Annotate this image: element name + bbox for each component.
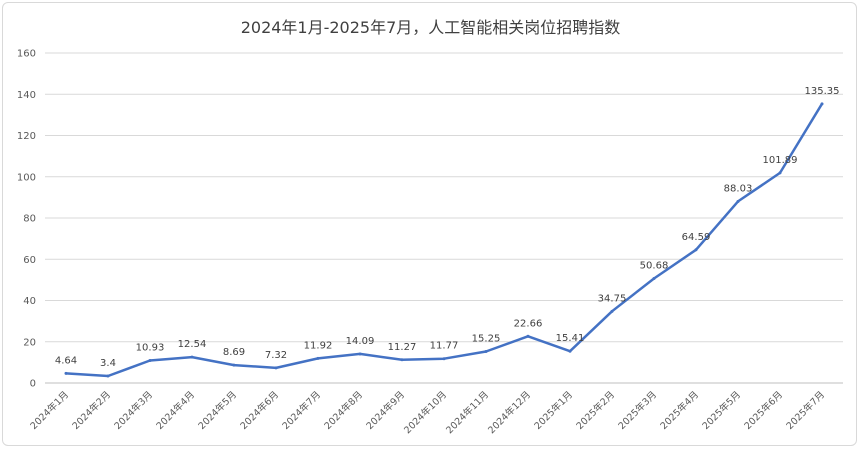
data-label: 15.41: [556, 333, 585, 344]
data-point: [778, 171, 782, 175]
gridlines: [45, 52, 843, 384]
x-tick-label: 2024年1月: [28, 389, 71, 432]
data-label: 4.64: [55, 355, 77, 366]
data-point: [106, 374, 110, 378]
x-tick-label: 2024年6月: [238, 389, 281, 432]
data-point: [694, 248, 698, 252]
data-labels: 4.64 3.4 10.93 12.54 8.69 7.32 11.92 14.09 11.27…: [55, 86, 840, 369]
data-label: 34.75: [598, 293, 627, 304]
x-tick-label: 2025年7月: [784, 389, 827, 432]
data-point: [484, 350, 488, 354]
data-label: 8.69: [223, 347, 245, 358]
x-tick-label: 2024年3月: [112, 389, 155, 432]
y-axis: 0 20 40 60 80 100 120 140 160: [17, 49, 36, 390]
data-label: 7.32: [265, 350, 287, 361]
y-tick-label: 40: [23, 296, 36, 307]
data-point: [526, 334, 530, 338]
data-label: 11.27: [388, 342, 417, 353]
data-point: [568, 349, 572, 353]
y-tick-label: 140: [17, 90, 36, 101]
data-label: 22.66: [514, 318, 543, 329]
data-point: [736, 199, 740, 203]
data-point: [316, 356, 320, 360]
data-point: [820, 102, 824, 106]
x-tick-label: 2025年5月: [700, 389, 743, 432]
y-tick-label: 60: [23, 255, 36, 266]
data-label: 50.68: [640, 260, 669, 271]
x-tick-label: 2025年3月: [616, 389, 659, 432]
data-point: [232, 363, 236, 367]
x-tick-label: 2024年11月: [444, 389, 492, 437]
x-tick-label: 2024年12月: [486, 389, 534, 437]
data-point: [190, 355, 194, 359]
data-label: 11.92: [304, 340, 333, 351]
x-tick-label: 2024年9月: [364, 389, 407, 432]
series-line-group: [64, 102, 824, 378]
data-point: [400, 358, 404, 362]
data-point: [148, 358, 152, 362]
data-label: 11.77: [430, 341, 459, 352]
data-point: [442, 357, 446, 361]
y-tick-label: 120: [17, 131, 36, 142]
y-tick-label: 20: [23, 337, 36, 348]
y-tick-label: 100: [17, 172, 36, 183]
x-tick-label: 2024年8月: [322, 389, 365, 432]
x-axis: 2024年1月 2024年2月 2024年3月 2024年4月 2024年5月 2024年…: [28, 389, 827, 437]
x-tick-label: 2025年6月: [742, 389, 785, 432]
data-label: 135.35: [805, 86, 840, 97]
x-tick-label: 2024年5月: [196, 389, 239, 432]
x-tick-label: 2025年4月: [658, 389, 701, 432]
y-tick-label: 80: [23, 214, 36, 225]
data-point: [358, 352, 362, 356]
x-tick-label: 2024年7月: [280, 389, 323, 432]
data-label: 10.93: [136, 342, 165, 353]
x-tick-label: 2024年10月: [402, 389, 450, 437]
y-tick-label: 0: [30, 379, 36, 390]
data-point: [274, 366, 278, 370]
data-label: 12.54: [178, 339, 207, 350]
data-label: 14.09: [346, 336, 375, 347]
x-tick-label: 2025年1月: [532, 389, 575, 432]
x-tick-label: 2024年4月: [154, 389, 197, 432]
chart-title: 2024年1月-2025年7月，人工智能相关岗位招聘指数: [240, 18, 621, 37]
data-label: 88.03: [724, 183, 753, 194]
data-label: 101.89: [763, 155, 798, 166]
data-point: [652, 276, 656, 280]
data-point: [64, 371, 68, 375]
data-point: [610, 309, 614, 313]
x-tick-label: 2025年2月: [574, 389, 617, 432]
data-label: 64.59: [682, 232, 711, 243]
x-tick-label: 2024年2月: [70, 389, 113, 432]
y-tick-label: 160: [17, 49, 36, 60]
data-label: 3.4: [100, 358, 116, 369]
chart-frame: [2, 2, 857, 446]
data-label: 15.25: [472, 334, 501, 345]
